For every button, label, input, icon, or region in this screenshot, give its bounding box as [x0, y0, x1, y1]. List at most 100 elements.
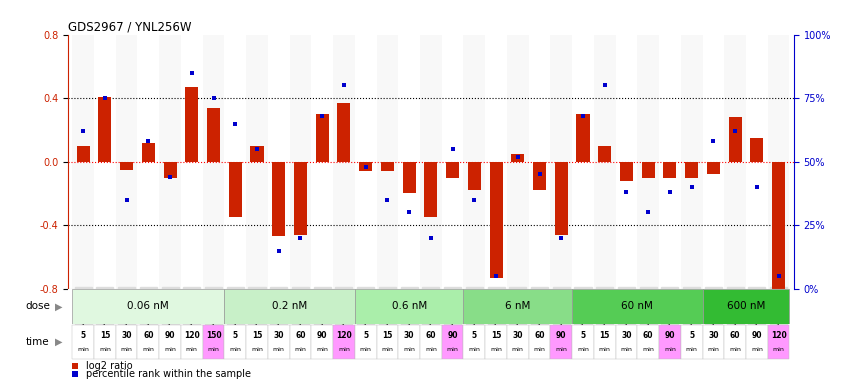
Text: min: min: [729, 348, 741, 353]
Bar: [593, 325, 616, 359]
Bar: [659, 35, 681, 289]
Bar: [224, 290, 355, 324]
Bar: [550, 325, 572, 359]
Text: 60: 60: [143, 331, 154, 340]
Bar: [273, 162, 285, 236]
Bar: [181, 35, 203, 289]
Bar: [312, 35, 333, 289]
Bar: [702, 35, 724, 289]
Bar: [663, 162, 677, 177]
Bar: [94, 325, 115, 359]
Bar: [381, 162, 394, 171]
Text: 60: 60: [534, 331, 545, 340]
Text: 120: 120: [184, 331, 200, 340]
Bar: [681, 325, 702, 359]
Text: min: min: [251, 348, 263, 353]
Text: 90: 90: [751, 331, 762, 340]
Bar: [724, 35, 746, 289]
Text: 30: 30: [121, 331, 132, 340]
Text: 15: 15: [252, 331, 262, 340]
Bar: [424, 162, 437, 217]
Text: 15: 15: [382, 331, 392, 340]
Text: 600 nM: 600 nM: [727, 301, 765, 311]
Bar: [767, 325, 790, 359]
Text: 30: 30: [708, 331, 718, 340]
Text: 5: 5: [81, 331, 86, 340]
Bar: [681, 35, 702, 289]
Bar: [529, 35, 550, 289]
Text: min: min: [77, 348, 89, 353]
Bar: [181, 325, 203, 359]
Text: min: min: [208, 348, 220, 353]
Bar: [290, 35, 312, 289]
Text: min: min: [447, 348, 458, 353]
Bar: [207, 108, 220, 162]
Text: min: min: [425, 348, 436, 353]
Text: min: min: [751, 348, 762, 353]
Bar: [446, 162, 459, 177]
Bar: [250, 146, 263, 162]
Bar: [441, 325, 464, 359]
Text: time: time: [25, 337, 49, 347]
Text: min: min: [121, 348, 132, 353]
Bar: [203, 325, 224, 359]
Bar: [685, 162, 698, 177]
Bar: [642, 162, 655, 177]
Bar: [224, 325, 246, 359]
Bar: [572, 290, 702, 324]
Text: 120: 120: [771, 331, 786, 340]
Bar: [576, 114, 589, 162]
Text: 60: 60: [643, 331, 654, 340]
Text: min: min: [686, 348, 698, 353]
Bar: [490, 162, 503, 278]
Text: 5: 5: [363, 331, 368, 340]
Text: min: min: [273, 348, 284, 353]
Text: min: min: [664, 348, 676, 353]
Bar: [203, 35, 224, 289]
Bar: [185, 87, 199, 162]
Bar: [333, 325, 355, 359]
Text: min: min: [642, 348, 654, 353]
Text: min: min: [164, 348, 176, 353]
Bar: [294, 162, 307, 235]
Text: 30: 30: [621, 331, 632, 340]
Bar: [377, 35, 398, 289]
Text: 0.6 nM: 0.6 nM: [391, 301, 427, 311]
Bar: [355, 290, 464, 324]
Text: 120: 120: [336, 331, 351, 340]
Text: 5: 5: [233, 331, 238, 340]
Bar: [746, 325, 767, 359]
Bar: [377, 325, 398, 359]
Bar: [485, 325, 507, 359]
Bar: [98, 96, 111, 162]
Bar: [138, 325, 160, 359]
Text: 30: 30: [404, 331, 414, 340]
Bar: [94, 35, 115, 289]
Text: percentile rank within the sample: percentile rank within the sample: [86, 369, 251, 379]
Bar: [268, 35, 290, 289]
Bar: [420, 35, 441, 289]
Bar: [72, 290, 224, 324]
Text: min: min: [99, 348, 111, 353]
Text: log2 ratio: log2 ratio: [86, 361, 132, 371]
Bar: [355, 35, 377, 289]
Bar: [533, 162, 546, 190]
Bar: [246, 35, 268, 289]
Text: min: min: [512, 348, 524, 353]
Bar: [511, 154, 525, 162]
Bar: [751, 138, 763, 162]
Bar: [620, 162, 633, 181]
Text: 90: 90: [665, 331, 675, 340]
Bar: [746, 35, 767, 289]
Text: 15: 15: [491, 331, 501, 340]
Bar: [507, 35, 529, 289]
Bar: [268, 325, 290, 359]
Text: 90: 90: [317, 331, 328, 340]
Text: min: min: [469, 348, 481, 353]
Bar: [772, 162, 785, 289]
Bar: [333, 35, 355, 289]
Text: 30: 30: [513, 331, 523, 340]
Bar: [485, 35, 507, 289]
Bar: [228, 162, 242, 217]
Text: 150: 150: [205, 331, 222, 340]
